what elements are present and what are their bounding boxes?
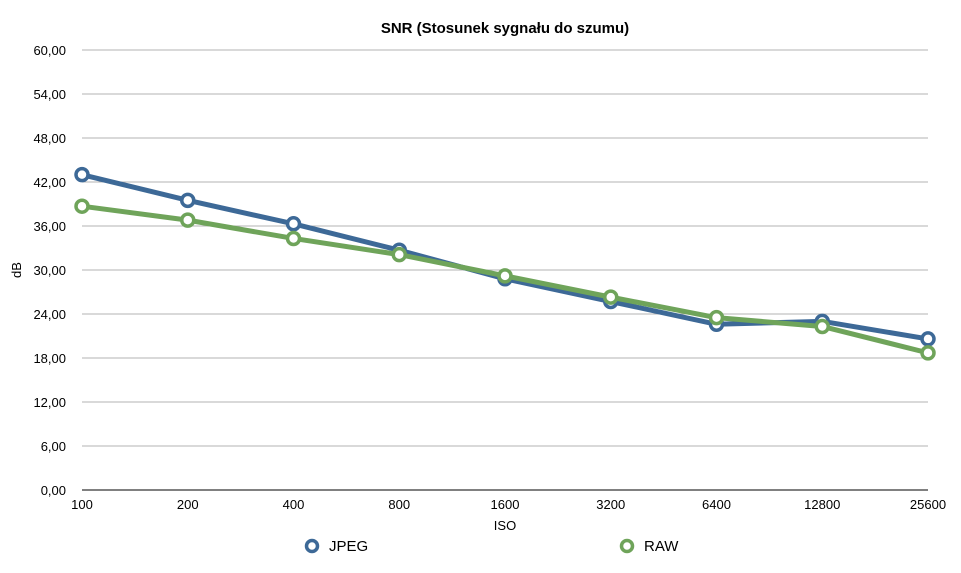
data-point [391, 246, 407, 263]
y-tick-label: 6,00 [41, 439, 66, 454]
legend-item-jpeg: JPEG [304, 538, 368, 555]
x-tick-label: 3200 [596, 497, 625, 512]
x-tick-label: 800 [388, 497, 410, 512]
legend: JPEG RAW [304, 538, 679, 555]
legend-marker [304, 538, 320, 554]
data-point [74, 198, 90, 214]
data-point [814, 318, 830, 335]
y-axis-label: dB [9, 262, 24, 278]
data-point [603, 289, 619, 305]
data-point [497, 268, 513, 284]
data-point [285, 230, 302, 247]
y-tick-label: 60,00 [33, 43, 66, 58]
legend-item-raw: RAW [619, 538, 679, 555]
x-tick-label: 6400 [702, 497, 731, 512]
data-point [180, 192, 196, 209]
chart-title: SNR (Stosunek sygnału do szumu) [381, 20, 629, 37]
y-tick-label: 18,00 [33, 351, 66, 366]
x-tick-label: 100 [71, 497, 93, 512]
x-tick-label: 400 [283, 497, 305, 512]
data-point [920, 345, 936, 361]
y-tick-label: 42,00 [33, 175, 66, 190]
y-tick-label: 48,00 [33, 131, 66, 146]
y-axis-ticks: 0,00 6,00 12,00 18,00 24,00 30,00 36,00 42,00 48… [33, 43, 66, 498]
x-axis-ticks: 100 200 400 800 1600 3200 6400 12800 25600 [71, 497, 946, 512]
y-tick-label: 24,00 [33, 307, 66, 322]
series-jpeg [74, 166, 936, 347]
x-tick-label: 1600 [491, 497, 520, 512]
x-tick-label: 200 [177, 497, 199, 512]
y-tick-label: 36,00 [33, 219, 66, 234]
data-point [708, 309, 725, 326]
legend-label: RAW [644, 538, 679, 555]
x-axis-label: ISO [494, 518, 516, 533]
data-point [285, 216, 302, 232]
legend-marker [619, 538, 635, 554]
x-tick-label: 12800 [804, 497, 840, 512]
legend-label: JPEG [329, 538, 368, 555]
y-tick-label: 12,00 [33, 395, 66, 410]
x-tick-label: 25600 [910, 497, 946, 512]
y-tick-label: 54,00 [33, 87, 66, 102]
data-point [74, 166, 90, 183]
y-tick-label: 30,00 [33, 263, 66, 278]
data-point [180, 212, 196, 228]
series-lines [74, 166, 936, 361]
y-tick-label: 0,00 [41, 483, 66, 498]
series-raw [74, 198, 936, 361]
data-point [920, 331, 936, 347]
